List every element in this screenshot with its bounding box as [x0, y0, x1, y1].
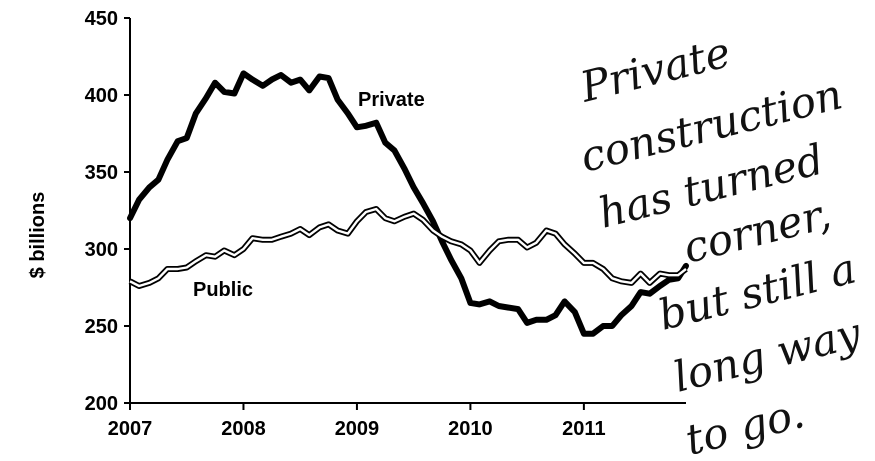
y-tick-label: 350	[85, 162, 118, 184]
y-tick-label: 400	[85, 85, 118, 107]
y-axis-title: $ billions	[27, 192, 49, 279]
series-private	[127, 70, 689, 337]
series-line-inner	[129, 207, 687, 288]
y-tick-label: 200	[85, 393, 118, 415]
annotation-line: to go.	[681, 388, 810, 461]
annotation-line: Private	[575, 27, 736, 112]
x-tick-label: 2007	[108, 418, 153, 440]
x-tick-label: 2008	[221, 418, 266, 440]
x-tick-label: 2009	[335, 418, 380, 440]
series-public	[128, 206, 688, 289]
series-label-public: Public	[193, 279, 253, 301]
x-tick-label: 2011	[562, 418, 605, 440]
axes-layer: 200 250 300 350 400 450 2007 2008 2009 2010 2011	[85, 8, 686, 440]
y-tick-label: 450	[85, 8, 118, 30]
handwritten-annotation: Private construction has turned corner, …	[575, 27, 867, 461]
y-tick-label: 250	[85, 316, 118, 338]
series-line	[127, 70, 689, 337]
series-label-private: Private	[358, 89, 425, 111]
y-tick-label: 300	[85, 239, 118, 261]
x-tick-label: 2010	[448, 418, 493, 440]
series-layer	[127, 70, 689, 337]
